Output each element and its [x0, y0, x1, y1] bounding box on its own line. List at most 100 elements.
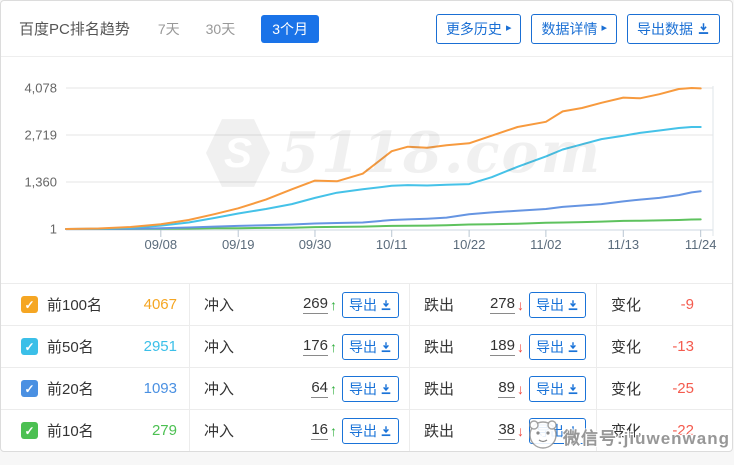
- svg-text:1,360: 1,360: [24, 175, 57, 190]
- data-detail-button[interactable]: 数据详情 ▸: [531, 13, 617, 44]
- drop-out-label: 跌出: [424, 381, 455, 398]
- more-history-button[interactable]: 更多历史 ▸: [435, 13, 522, 44]
- svg-text:09/08: 09/08: [145, 237, 178, 252]
- svg-text:09/30: 09/30: [299, 237, 332, 252]
- rank-range-label: 前20名: [47, 381, 94, 398]
- export-drop-out-button[interactable]: 导出: [529, 333, 586, 360]
- drop-out-cell: 跌出 278 ↓ 导出: [409, 284, 596, 325]
- data-detail-label: 数据详情: [541, 20, 598, 37]
- export-label: 导出: [349, 338, 377, 355]
- up-arrow-icon: ↑: [330, 422, 337, 439]
- svg-text:10/22: 10/22: [453, 237, 486, 252]
- change-cell: 变化 -25: [596, 368, 732, 409]
- card-header: 百度PC排名趋势 7天 30天 3个月 更多历史 ▸ 数据详情 ▸ 导出数据: [1, 1, 732, 57]
- tab-30-days[interactable]: 30天: [205, 20, 236, 37]
- drop-out-label: 跌出: [424, 423, 455, 440]
- trend-chart[interactable]: 4,078 2,719 1,360 1 09/08 09/19 09/30 10/11 10/2…: [1, 57, 732, 283]
- series-checkbox[interactable]: ✓: [21, 380, 38, 397]
- rank-range-cell: ✓ 前50名 2951: [1, 326, 189, 367]
- export-drop-out-button[interactable]: 导出: [529, 291, 586, 318]
- rank-count-value: 2951: [143, 338, 177, 355]
- download-icon: [568, 425, 578, 436]
- change-label: 变化: [611, 381, 642, 398]
- change-label: 变化: [611, 297, 642, 314]
- export-surge-in-button[interactable]: 导出: [342, 333, 399, 360]
- download-icon: [381, 341, 391, 352]
- surge-in-cell: 冲入 269 ↑ 导出: [189, 284, 409, 325]
- download-icon: [568, 299, 578, 310]
- export-data-button[interactable]: 导出数据: [627, 13, 720, 44]
- svg-text:4,078: 4,078: [24, 81, 57, 96]
- change-cell: 变化 -9: [596, 284, 732, 325]
- drop-out-count[interactable]: 89: [498, 379, 515, 398]
- rank-count-value: 1093: [143, 380, 177, 397]
- tab-7-days[interactable]: 7天: [157, 20, 180, 37]
- rank-range-label: 前10名: [47, 423, 94, 440]
- surge-in-count[interactable]: 16: [311, 421, 328, 440]
- more-history-label: 更多历史: [445, 20, 502, 37]
- svg-text:2,719: 2,719: [24, 128, 57, 143]
- surge-in-label: 冲入: [204, 297, 235, 314]
- download-icon: [568, 341, 578, 352]
- table-row: ✓ 前10名 279 冲入 16 ↑ 导出 跌出 38 ↓ 导出 变化 -22: [1, 409, 732, 451]
- change-label: 变化: [611, 339, 642, 356]
- export-surge-in-button[interactable]: 导出: [342, 417, 399, 444]
- change-cell: 变化 -22: [596, 410, 732, 451]
- change-cell: 变化 -13: [596, 326, 732, 367]
- page-title: 百度PC排名趋势: [19, 21, 130, 38]
- series-checkbox[interactable]: ✓: [21, 422, 38, 439]
- export-label: 导出: [349, 422, 377, 439]
- down-arrow-icon: ↓: [517, 296, 524, 313]
- surge-in-count[interactable]: 269: [302, 295, 328, 314]
- svg-text:10/11: 10/11: [376, 237, 408, 252]
- up-arrow-icon: ↑: [330, 338, 337, 355]
- export-label: 导出: [536, 422, 564, 439]
- surge-in-count[interactable]: 176: [302, 337, 328, 356]
- export-drop-out-button[interactable]: 导出: [529, 417, 586, 444]
- download-icon: [568, 383, 578, 394]
- drop-out-cell: 跌出 89 ↓ 导出: [409, 368, 596, 409]
- series-checkbox[interactable]: ✓: [21, 296, 38, 313]
- export-label: 导出: [349, 380, 377, 397]
- surge-in-cell: 冲入 176 ↑ 导出: [189, 326, 409, 367]
- export-drop-out-button[interactable]: 导出: [529, 375, 586, 402]
- table-row: ✓ 前50名 2951 冲入 176 ↑ 导出 跌出 189 ↓ 导出 变化 -…: [1, 325, 732, 367]
- export-data-label: 导出数据: [637, 20, 693, 37]
- download-icon: [381, 425, 391, 436]
- series-checkbox[interactable]: ✓: [21, 338, 38, 355]
- drop-out-cell: 跌出 38 ↓ 导出: [409, 410, 596, 451]
- svg-text:11/13: 11/13: [607, 237, 639, 252]
- download-icon: [381, 383, 391, 394]
- rank-range-label: 前50名: [47, 339, 94, 356]
- surge-in-label: 冲入: [204, 339, 235, 356]
- down-arrow-icon: ↓: [517, 422, 524, 439]
- download-icon: [697, 22, 710, 35]
- up-arrow-icon: ↑: [330, 380, 337, 397]
- caret-right-icon: ▸: [601, 22, 607, 34]
- line-chart-svg: 4,078 2,719 1,360 1 09/08 09/19 09/30 10/11 10/2…: [24, 81, 717, 253]
- export-label: 导出: [349, 296, 377, 313]
- surge-in-cell: 冲入 64 ↑ 导出: [189, 368, 409, 409]
- header-buttons: 更多历史 ▸ 数据详情 ▸ 导出数据: [435, 13, 720, 44]
- surge-in-cell: 冲入 16 ↑ 导出: [189, 410, 409, 451]
- export-surge-in-button[interactable]: 导出: [342, 291, 399, 318]
- change-value: -25: [672, 380, 694, 397]
- period-tabs: 7天 30天 3个月: [157, 14, 320, 43]
- drop-out-count[interactable]: 189: [489, 337, 515, 356]
- drop-out-count[interactable]: 278: [489, 295, 515, 314]
- rank-range-cell: ✓ 前100名 4067: [1, 284, 189, 325]
- surge-in-count[interactable]: 64: [311, 379, 328, 398]
- tab-3-months[interactable]: 3个月: [261, 14, 320, 43]
- svg-text:11/24: 11/24: [685, 237, 717, 252]
- rank-table: ✓ 前100名 4067 冲入 269 ↑ 导出 跌出 278 ↓ 导出 变化 …: [1, 283, 732, 451]
- change-value: -9: [680, 296, 694, 313]
- export-label: 导出: [536, 338, 564, 355]
- table-row: ✓ 前20名 1093 冲入 64 ↑ 导出 跌出 89 ↓ 导出 变化 -25: [1, 367, 732, 409]
- table-row: ✓ 前100名 4067 冲入 269 ↑ 导出 跌出 278 ↓ 导出 变化 …: [1, 283, 732, 325]
- surge-in-label: 冲入: [204, 423, 235, 440]
- drop-out-label: 跌出: [424, 297, 455, 314]
- drop-out-count[interactable]: 38: [498, 421, 515, 440]
- export-surge-in-button[interactable]: 导出: [342, 375, 399, 402]
- svg-text:11/02: 11/02: [530, 237, 562, 252]
- change-label: 变化: [611, 423, 642, 440]
